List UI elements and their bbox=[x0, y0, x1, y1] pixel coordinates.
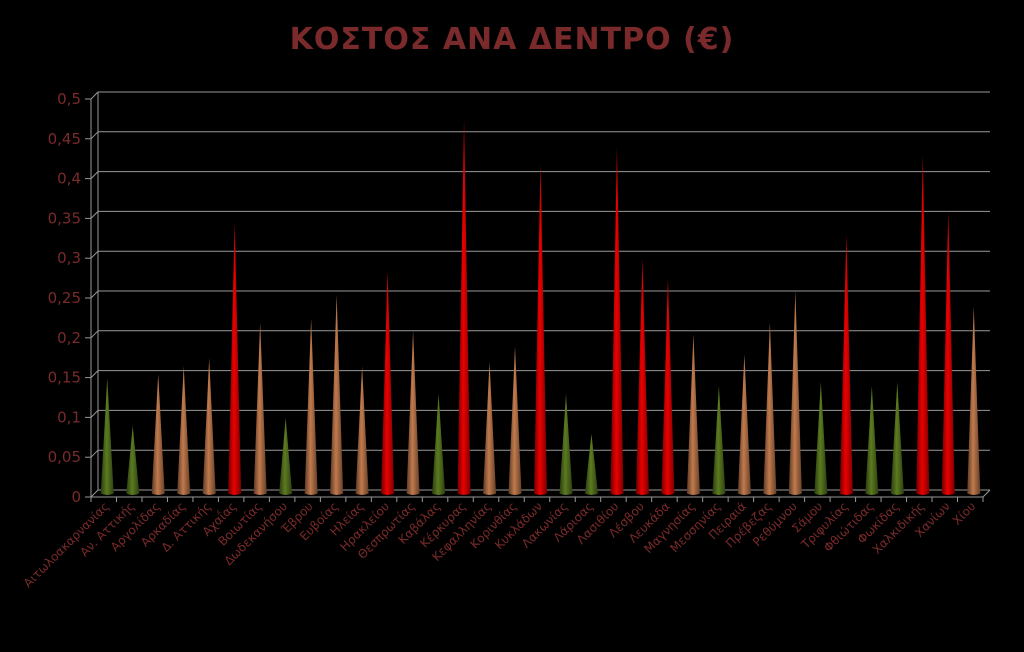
bar bbox=[737, 354, 751, 495]
gridline-depth bbox=[90, 211, 99, 219]
gridline-depth bbox=[90, 370, 99, 378]
bar bbox=[330, 294, 344, 495]
y-tick-label: 0,1 bbox=[57, 408, 81, 426]
y-tick-label: 0,4 bbox=[57, 170, 81, 188]
bar bbox=[304, 318, 318, 495]
gridline-depth bbox=[90, 330, 99, 339]
bar bbox=[967, 306, 981, 495]
bar bbox=[253, 322, 267, 495]
chart-title: ΚΟΣΤΟΣ ΑΝΑ ΔΕΝΤΡΟ (€) bbox=[289, 22, 735, 57]
bar bbox=[839, 234, 853, 496]
y-tick-label: 0,15 bbox=[48, 369, 81, 387]
bar bbox=[661, 278, 675, 495]
gridline-depth bbox=[90, 250, 99, 259]
bar bbox=[457, 119, 471, 495]
bar bbox=[432, 394, 446, 495]
gridline-depth bbox=[90, 131, 99, 140]
bar bbox=[890, 382, 904, 495]
bar bbox=[559, 394, 573, 495]
bar bbox=[712, 386, 726, 495]
bar bbox=[508, 346, 522, 495]
bar bbox=[406, 330, 420, 495]
bar bbox=[686, 334, 700, 495]
bar bbox=[279, 417, 293, 495]
y-tick-label: 0,05 bbox=[48, 448, 81, 466]
gridline-depth bbox=[90, 91, 99, 100]
bar bbox=[610, 147, 624, 496]
gridline-depth bbox=[90, 449, 99, 458]
floor-edge bbox=[982, 489, 991, 498]
bar bbox=[534, 163, 547, 495]
y-tick-label: 0,35 bbox=[48, 209, 81, 227]
y-tick-label: 0 bbox=[71, 488, 81, 506]
bar bbox=[763, 322, 777, 495]
bar bbox=[635, 258, 649, 495]
bar bbox=[355, 366, 369, 495]
bar bbox=[202, 358, 216, 495]
bar bbox=[483, 362, 497, 495]
bar bbox=[177, 366, 191, 495]
gridline-depth bbox=[90, 489, 99, 498]
gridline-depth bbox=[90, 290, 99, 299]
bar bbox=[151, 374, 165, 495]
bar bbox=[941, 210, 955, 496]
x-tick-label: Χίου bbox=[950, 499, 979, 528]
bar bbox=[100, 378, 114, 495]
gridline-depth bbox=[90, 171, 99, 179]
bar bbox=[814, 382, 828, 495]
y-tick-label: 0,5 bbox=[57, 90, 81, 108]
y-tick-label: 0,2 bbox=[57, 329, 81, 347]
y-tick-label: 0,25 bbox=[48, 289, 81, 307]
y-tick-label: 0,3 bbox=[57, 249, 81, 267]
bar bbox=[228, 222, 242, 496]
bar bbox=[126, 425, 140, 495]
bar bbox=[788, 290, 802, 495]
y-tick-label: 0,45 bbox=[48, 130, 81, 148]
bar bbox=[865, 386, 879, 495]
bar bbox=[584, 433, 598, 495]
bar bbox=[381, 270, 395, 495]
gridline-depth bbox=[90, 410, 99, 418]
bar bbox=[916, 155, 930, 495]
